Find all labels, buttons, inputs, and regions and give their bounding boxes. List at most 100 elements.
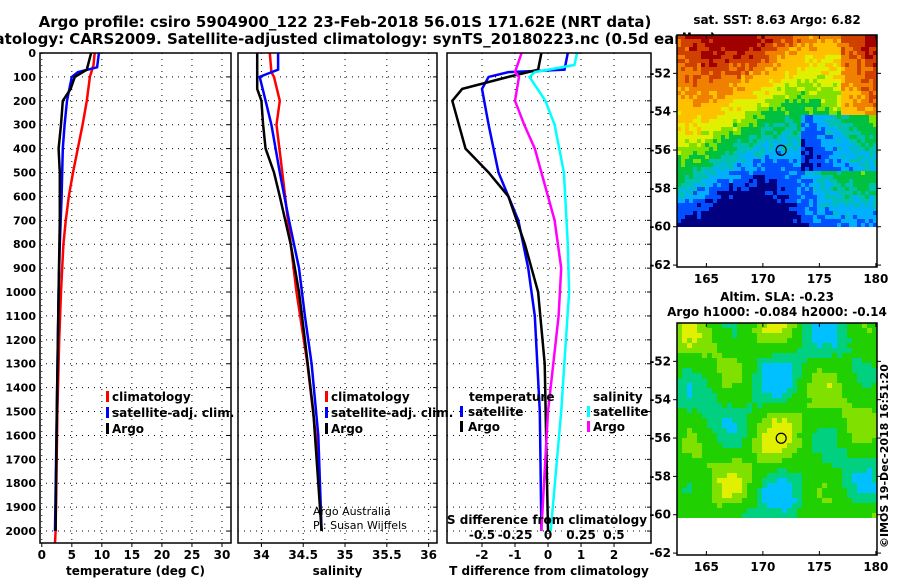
profile-panel-diff: -2 -1 0 1 2 T difference from climatology temp…	[446, 52, 652, 578]
y-tick-label: 1700	[5, 453, 36, 466]
x2-tick-label: 0.5	[603, 528, 624, 542]
legend-label: climatology	[112, 390, 191, 404]
y-tick-label: 0	[28, 47, 36, 60]
y-tick-label: -56	[649, 143, 671, 157]
series-line-temperature-satellite	[480, 52, 570, 532]
x2-tick-label: 0.25	[566, 528, 596, 542]
legend-label: satellite-adj. clim.	[112, 406, 234, 420]
y-tick-label: 900	[13, 262, 36, 275]
series-line-salinity-satellite	[527, 52, 579, 532]
profile-location-marker	[775, 144, 787, 156]
title-line-1: Argo profile: csiro 5904900_122 23-Feb-2…	[39, 13, 652, 31]
legend-label: Argo	[112, 422, 144, 436]
x-tick-label: 175	[807, 560, 832, 574]
x-tick-label: -2	[475, 548, 488, 562]
map-title: sat. SST: 8.63 Argo: 6.82	[693, 13, 860, 27]
x-tick-label: 2	[610, 548, 618, 562]
x-axis-label: temperature (deg C)	[66, 564, 205, 578]
x-tick-label: 0	[544, 548, 552, 562]
x-tick-label: 165	[694, 272, 719, 286]
x2-tick-label: -0.5	[469, 528, 495, 542]
series-line-temperature-Argo	[450, 52, 550, 532]
y-tick-label: -60	[649, 508, 671, 522]
y-tick-label: -54	[649, 393, 671, 407]
y-tick-label: 2000	[5, 525, 36, 538]
x-tick-label: 25	[184, 548, 201, 562]
y-tick-label: -54	[649, 105, 671, 119]
x2-tick-label: 0	[544, 528, 552, 542]
y-tick-label: -58	[649, 469, 671, 483]
y-tick-label: 1900	[5, 501, 36, 514]
annotation-text: Argo Australia	[313, 505, 391, 518]
y-tick-label: 1600	[5, 429, 36, 442]
legend-swatch	[460, 406, 463, 417]
y-tick-label: 1000	[5, 286, 36, 299]
y-tick-label: 600	[13, 190, 36, 203]
y-tick-label: 300	[13, 119, 36, 132]
y-tick-label: -58	[649, 181, 671, 195]
y-tick-label: -62	[649, 546, 671, 560]
legend-title-salinity: salinity	[593, 390, 643, 404]
x-tick-label: 34	[253, 548, 270, 562]
x-tick-label: 20	[154, 548, 171, 562]
y-tick-label: 1200	[5, 334, 36, 347]
x-tick-label: 35	[337, 548, 354, 562]
legend-swatch	[325, 407, 328, 418]
y-tick-label: -60	[649, 220, 671, 234]
plot-frame	[39, 52, 232, 544]
plot-frame	[237, 52, 438, 544]
x-tick-label: 10	[94, 548, 111, 562]
legend-label: satellite	[468, 405, 523, 419]
legend-swatch	[587, 421, 590, 432]
x-tick-label: 0	[38, 548, 46, 562]
legend-swatch	[106, 407, 109, 418]
legend-label: Argo	[468, 420, 500, 434]
x-tick-label: 15	[124, 548, 141, 562]
y-tick-label: -52	[649, 354, 671, 368]
x-tick-label: 36	[420, 548, 437, 562]
y-tick-label: -52	[649, 66, 671, 80]
y-tick-label: -56	[649, 431, 671, 445]
y-tick-label: 1800	[5, 477, 36, 490]
annotation-text: PI: Susan Wijffels	[313, 519, 407, 532]
legend-label: climatology	[331, 390, 410, 404]
map-heatmap-cells	[677, 323, 877, 518]
map-frame	[676, 322, 878, 556]
x2-tick-label: -0.25	[498, 528, 533, 542]
y-tick-label: 500	[13, 167, 36, 180]
legend-label: satellite-adj. clim.	[331, 406, 453, 420]
x-tick-label: 180	[863, 272, 888, 286]
series-line-climatology	[268, 52, 323, 532]
y-tick-label: 100	[13, 71, 36, 84]
plot-frame	[446, 52, 652, 544]
x-axis-label: salinity	[313, 564, 363, 578]
map-title: Altim. SLA: -0.23	[720, 290, 834, 304]
map-sst: 165 170 175 180 -52 -54 -56 -58 -60 -62 sat. SST: …	[649, 13, 888, 286]
legend-title-temperature: temperature	[469, 390, 554, 404]
y-tick-label: 700	[13, 214, 36, 227]
y-tick-label: 1400	[5, 382, 36, 395]
series-line-Argo	[54, 52, 93, 532]
map-heatmap-cells	[677, 35, 877, 227]
y-tick-label: 1100	[5, 310, 36, 323]
y-tick-label: 800	[13, 238, 36, 251]
profile-panel-sal: 34 34.5 35 35.5 36 salinity climatology satelli…	[237, 52, 453, 578]
legend-label: Argo	[593, 420, 625, 434]
x-tick-label: 1	[577, 548, 585, 562]
x-tick-label: 5	[68, 548, 76, 562]
series-line-salinity-Argo	[513, 52, 563, 532]
y-tick-label: 400	[13, 143, 36, 156]
x2-axis-label: S difference from climatology	[447, 513, 647, 527]
legend-label: Argo	[331, 422, 363, 436]
map-subtitle: Argo h1000: -0.084 h2000: -0.14	[667, 305, 887, 319]
legend-swatch	[106, 391, 109, 402]
profile-panel-temp: 0100200300400500600700800900100011001200…	[5, 47, 234, 578]
legend-swatch	[460, 421, 463, 432]
x-tick-label: 34.5	[288, 548, 318, 562]
legend-swatch	[106, 423, 109, 434]
legend-label: satellite	[593, 405, 648, 419]
x-tick-label: 170	[750, 272, 775, 286]
title-line-2: Climatology: CARS2009. Satellite-adjuste…	[0, 30, 716, 48]
x-axis-label: T difference from climatology	[449, 564, 649, 578]
